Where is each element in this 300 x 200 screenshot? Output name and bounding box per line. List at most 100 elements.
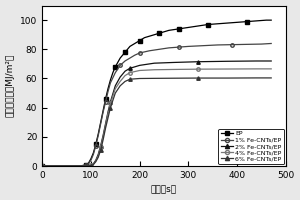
1% Fe-CNTs/EP <box>40 165 44 167</box>
EP <box>109 79 112 81</box>
6% Fe-CNTs/EP <box>123 80 127 83</box>
4% Fe-CNTs/EP <box>104 124 107 126</box>
1% Fe-CNTs/EP <box>187 45 190 48</box>
EP <box>269 19 273 21</box>
6% Fe-CNTs/EP <box>138 77 142 80</box>
1% Fe-CNTs/EP <box>84 164 88 166</box>
6% Fe-CNTs/EP <box>96 156 100 158</box>
2% Fe-CNTs/EP <box>226 60 229 62</box>
2% Fe-CNTs/EP <box>106 111 110 113</box>
6% Fe-CNTs/EP <box>196 77 200 79</box>
6% Fe-CNTs/EP <box>109 106 112 109</box>
2% Fe-CNTs/EP <box>118 76 122 78</box>
4% Fe-CNTs/EP <box>92 163 95 165</box>
EP <box>133 42 136 45</box>
1% Fe-CNTs/EP <box>216 44 219 46</box>
4% Fe-CNTs/EP <box>118 80 122 83</box>
EP <box>255 20 258 22</box>
4% Fe-CNTs/EP <box>269 68 273 70</box>
2% Fe-CNTs/EP <box>96 153 100 156</box>
EP <box>121 54 124 56</box>
2% Fe-CNTs/EP <box>101 134 105 137</box>
EP <box>143 36 146 39</box>
4% Fe-CNTs/EP <box>106 112 110 115</box>
EP <box>162 31 166 33</box>
2% Fe-CNTs/EP <box>40 165 44 167</box>
1% Fe-CNTs/EP <box>101 111 105 113</box>
EP <box>87 162 90 164</box>
EP <box>148 35 151 37</box>
6% Fe-CNTs/EP <box>101 139 105 141</box>
2% Fe-CNTs/EP <box>80 165 83 167</box>
1% Fe-CNTs/EP <box>148 50 151 52</box>
EP <box>226 22 229 24</box>
1% Fe-CNTs/EP <box>104 101 107 103</box>
4% Fe-CNTs/EP <box>89 164 93 167</box>
1% Fe-CNTs/EP <box>92 153 95 156</box>
EP <box>111 71 115 74</box>
4% Fe-CNTs/EP <box>99 146 103 148</box>
EP <box>128 45 132 48</box>
1% Fe-CNTs/EP <box>167 47 171 49</box>
EP <box>96 133 100 135</box>
1% Fe-CNTs/EP <box>260 43 263 45</box>
6% Fe-CNTs/EP <box>255 77 258 79</box>
1% Fe-CNTs/EP <box>65 165 68 167</box>
EP <box>89 158 93 160</box>
EP <box>101 109 105 112</box>
6% Fe-CNTs/EP <box>226 77 229 79</box>
EP <box>113 66 117 68</box>
1% Fe-CNTs/EP <box>177 46 180 48</box>
6% Fe-CNTs/EP <box>128 78 132 80</box>
Legend: EP, 1% Fe-CNTs/EP, 2% Fe-CNTs/EP, 4% Fe-CNTs/EP, 6% Fe-CNTs/EP: EP, 1% Fe-CNTs/EP, 2% Fe-CNTs/EP, 4% Fe-… <box>218 129 284 164</box>
2% Fe-CNTs/EP <box>152 62 156 64</box>
1% Fe-CNTs/EP <box>113 71 117 74</box>
4% Fe-CNTs/EP <box>40 165 44 167</box>
EP <box>126 48 129 51</box>
6% Fe-CNTs/EP <box>269 77 273 79</box>
EP <box>265 19 268 21</box>
1% Fe-CNTs/EP <box>94 144 98 147</box>
2% Fe-CNTs/EP <box>269 60 273 62</box>
2% Fe-CNTs/EP <box>92 163 95 165</box>
EP <box>99 121 103 123</box>
6% Fe-CNTs/EP <box>70 165 73 167</box>
Y-axis label: 总热释放量（MJ/m²）: 总热释放量（MJ/m²） <box>6 54 15 117</box>
1% Fe-CNTs/EP <box>80 165 83 167</box>
6% Fe-CNTs/EP <box>104 127 107 129</box>
X-axis label: 时间（s）: 时间（s） <box>151 185 177 194</box>
1% Fe-CNTs/EP <box>87 163 90 165</box>
EP <box>182 27 185 29</box>
Line: 4% Fe-CNTs/EP: 4% Fe-CNTs/EP <box>40 67 273 168</box>
2% Fe-CNTs/EP <box>128 67 132 69</box>
1% Fe-CNTs/EP <box>96 134 100 137</box>
1% Fe-CNTs/EP <box>109 82 112 84</box>
Line: 6% Fe-CNTs/EP: 6% Fe-CNTs/EP <box>40 76 273 168</box>
EP <box>196 25 200 27</box>
EP <box>167 29 171 32</box>
EP <box>123 51 127 53</box>
2% Fe-CNTs/EP <box>104 123 107 125</box>
6% Fe-CNTs/EP <box>172 77 175 79</box>
2% Fe-CNTs/EP <box>113 85 117 87</box>
Line: EP: EP <box>40 18 273 168</box>
EP <box>84 164 88 166</box>
EP <box>92 152 95 154</box>
1% Fe-CNTs/EP <box>157 48 161 51</box>
2% Fe-CNTs/EP <box>84 165 88 167</box>
4% Fe-CNTs/EP <box>70 165 73 167</box>
EP <box>187 26 190 29</box>
4% Fe-CNTs/EP <box>138 69 142 72</box>
1% Fe-CNTs/EP <box>123 60 127 62</box>
6% Fe-CNTs/EP <box>92 163 95 166</box>
2% Fe-CNTs/EP <box>109 101 112 103</box>
EP <box>74 165 78 167</box>
EP <box>172 28 175 31</box>
Line: 2% Fe-CNTs/EP: 2% Fe-CNTs/EP <box>40 59 273 168</box>
4% Fe-CNTs/EP <box>152 69 156 71</box>
1% Fe-CNTs/EP <box>138 52 142 54</box>
4% Fe-CNTs/EP <box>109 102 112 104</box>
Line: 1% Fe-CNTs/EP: 1% Fe-CNTs/EP <box>40 42 273 168</box>
EP <box>177 28 180 30</box>
2% Fe-CNTs/EP <box>123 70 127 72</box>
